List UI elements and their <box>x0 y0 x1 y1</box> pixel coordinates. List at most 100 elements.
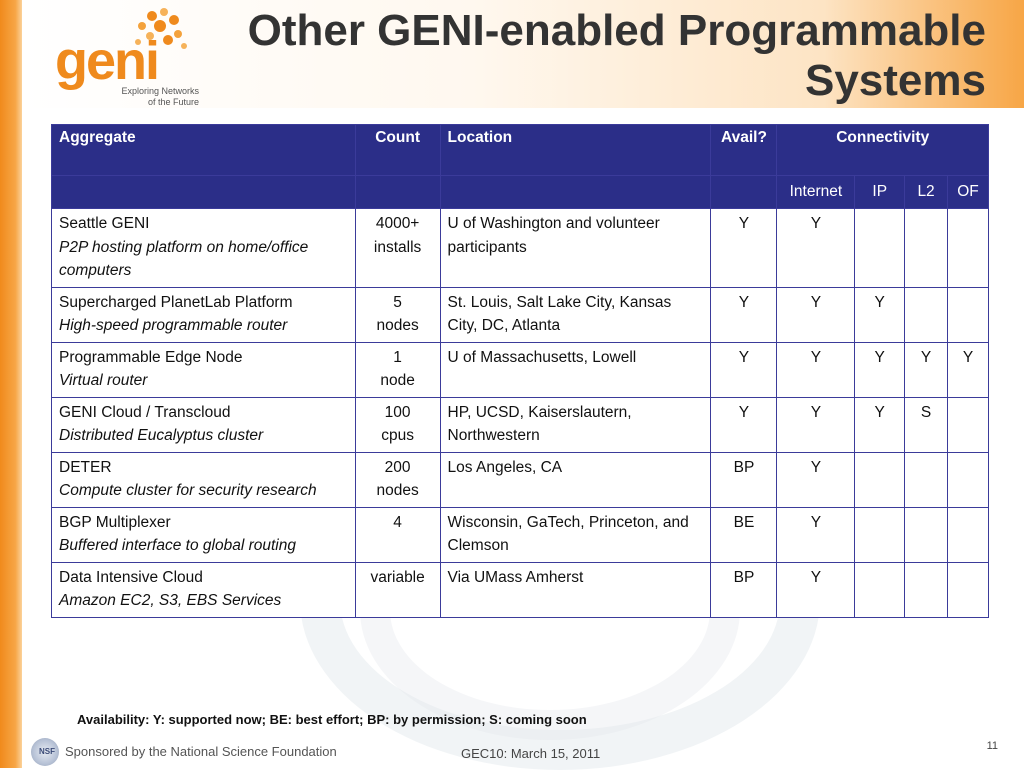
aggregate-name: Data Intensive Cloud <box>59 568 203 586</box>
cell-of <box>947 451 989 508</box>
subheader-internet: Internet <box>776 175 856 209</box>
logo-tagline-line1: Exploring Networks <box>121 86 199 96</box>
aggregate-description: Amazon EC2, S3, EBS Services <box>59 592 282 609</box>
cell-count: 1 node <box>354 341 441 398</box>
header-connectivity: Connectivity <box>776 124 989 176</box>
cell-avail: BP <box>710 451 778 508</box>
cell-internet: Y <box>776 451 856 508</box>
header-band <box>22 0 1024 108</box>
slide-title: Other GENI-enabled Programmable Systems <box>206 6 986 106</box>
geni-logo: geni Exploring Networks of the Future <box>55 6 199 107</box>
cell-avail: Y <box>710 208 778 288</box>
cell-l2: S <box>904 396 948 453</box>
header-location: Location <box>439 124 712 176</box>
cell-location: Via UMass Amherst <box>439 561 712 618</box>
availability-footnote: Availability: Y: supported now; BE: best… <box>77 712 587 727</box>
table-header-row: Aggregate Count Location Avail? Connecti… <box>51 124 989 176</box>
cell-aggregate: BGP Multiplexer Buffered interface to glo… <box>51 506 356 563</box>
cell-internet: Y <box>776 341 856 398</box>
cell-avail: Y <box>710 341 778 398</box>
slide-title-line1: Other GENI-enabled Programmable <box>247 6 986 55</box>
subheader-empty <box>710 175 778 209</box>
aggregate-description: High-speed programmable router <box>59 317 288 334</box>
subheader-empty <box>51 175 356 209</box>
subheader-of: OF <box>947 175 989 209</box>
cell-internet: Y <box>776 506 856 563</box>
aggregate-name: Seattle GENI <box>59 215 150 232</box>
aggregate-description: Distributed Eucalyptus cluster <box>59 427 264 444</box>
cell-aggregate: Supercharged PlanetLab Platform High-spee… <box>51 286 356 343</box>
cell-count: variable <box>354 561 441 618</box>
count-value: variable <box>370 568 425 586</box>
count-value: 4000+ <box>375 215 420 232</box>
aggregate-name: GENI Cloud / Transcloud <box>59 403 231 421</box>
subheader-l2: L2 <box>904 175 948 209</box>
header-aggregate: Aggregate <box>51 124 356 176</box>
cell-ip: Y <box>854 286 906 343</box>
aggregate-description: Virtual router <box>59 372 148 389</box>
cell-of <box>947 208 989 288</box>
aggregate-table: Aggregate Count Location Avail? Connecti… <box>51 124 989 618</box>
cell-aggregate: Programmable Edge Node Virtual router <box>51 341 356 398</box>
table-row: GENI Cloud / Transcloud Distributed Eucal… <box>51 396 989 453</box>
aggregate-name: Supercharged PlanetLab Platform <box>59 293 293 311</box>
cell-avail: Y <box>710 396 778 453</box>
cell-aggregate: DETER Compute cluster for security resear… <box>51 451 356 508</box>
table-row: DETER Compute cluster for security resear… <box>51 451 989 508</box>
aggregate-name: BGP Multiplexer <box>59 513 171 531</box>
cell-ip <box>854 561 906 618</box>
aggregate-name: DETER <box>59 458 112 476</box>
subheader-empty <box>439 175 712 209</box>
aggregate-description: Compute cluster for security research <box>59 482 317 499</box>
cell-of <box>947 396 989 453</box>
count-value: 1 <box>393 348 402 366</box>
cell-avail: BE <box>710 506 778 563</box>
cell-location: U of Washington and volunteer participan… <box>439 208 712 288</box>
cell-l2 <box>904 506 948 563</box>
cell-count: 200 nodes <box>354 451 441 508</box>
cell-ip <box>854 451 906 508</box>
count-value: 5 <box>393 293 402 311</box>
cell-location: Los Angeles, CA <box>439 451 712 508</box>
cell-aggregate: Data Intensive Cloud Amazon EC2, S3, EBS … <box>51 561 356 618</box>
table-subheader-row: Internet IP L2 OF <box>51 175 989 209</box>
cell-aggregate: Seattle GENI P2P hosting platform on home… <box>51 208 356 288</box>
count-unit: node <box>380 372 415 389</box>
cell-ip: Y <box>854 341 906 398</box>
cell-internet: Y <box>776 396 856 453</box>
cell-count: 5 nodes <box>354 286 441 343</box>
cell-count: 4 <box>354 506 441 563</box>
cell-ip: Y <box>854 396 906 453</box>
table-row: Data Intensive Cloud Amazon EC2, S3, EBS … <box>51 561 989 618</box>
aggregate-description: P2P hosting platform on home/office comp… <box>59 238 309 280</box>
event-date: GEC10: March 15, 2011 <box>461 746 601 761</box>
logo-dots-icon <box>135 8 187 49</box>
count-unit: nodes <box>376 317 419 334</box>
count-value: 4 <box>393 513 402 531</box>
logo-tagline-line2: of the Future <box>147 97 199 107</box>
count-value: 100 <box>384 403 411 421</box>
cell-l2 <box>904 286 948 343</box>
count-unit: nodes <box>376 482 419 499</box>
cell-of <box>947 286 989 343</box>
cell-count: 100 cpus <box>354 396 441 453</box>
left-accent-bar <box>0 0 22 768</box>
subheader-empty <box>354 175 441 209</box>
cell-location: HP, UCSD, Kaiserslautern, Northwestern <box>439 396 712 453</box>
cell-internet: Y <box>776 561 856 618</box>
cell-l2 <box>904 208 948 288</box>
sponsor-text: Sponsored by the National Science Founda… <box>65 744 337 759</box>
cell-of <box>947 561 989 618</box>
slide-title-line2: Systems <box>804 56 986 105</box>
table-row: Programmable Edge Node Virtual router 1 nod… <box>51 341 989 398</box>
count-unit: installs <box>373 238 422 256</box>
cell-avail: BP <box>710 561 778 618</box>
cell-l2: Y <box>904 341 948 398</box>
aggregate-name: Programmable Edge Node <box>59 348 243 366</box>
logo-tagline: Exploring Networks of the Future <box>89 86 199 108</box>
logo-wordmark: geni <box>55 31 160 91</box>
page-number: 11 <box>986 740 998 752</box>
cell-aggregate: GENI Cloud / Transcloud Distributed Eucal… <box>51 396 356 453</box>
cell-of: Y <box>947 341 989 398</box>
cell-ip <box>854 506 906 563</box>
